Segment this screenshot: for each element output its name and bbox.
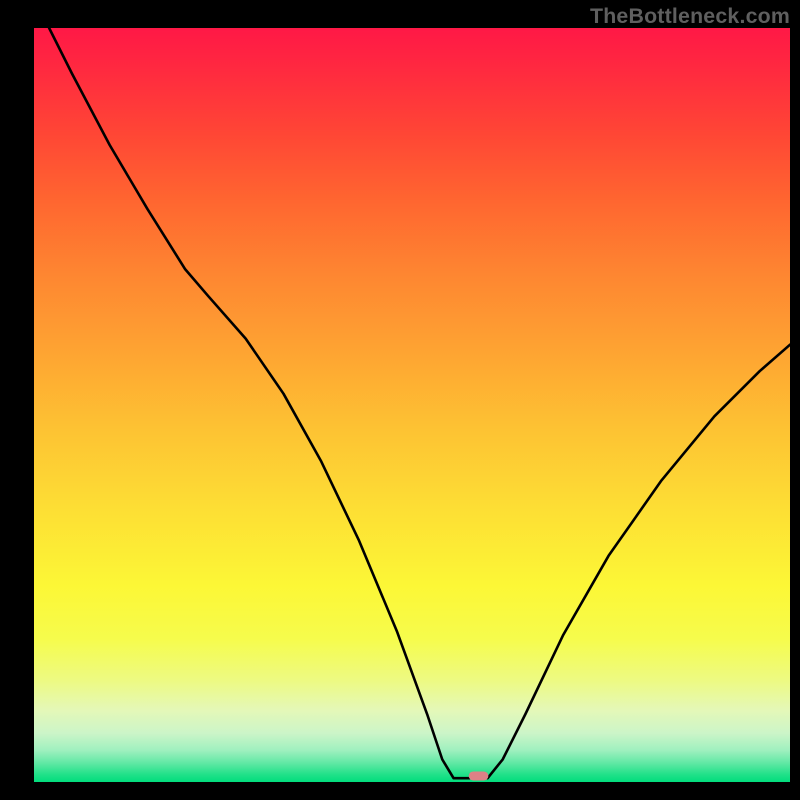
chart-root: TheBottleneck.com (0, 0, 800, 800)
watermark-text: TheBottleneck.com (590, 4, 790, 29)
bottleneck-marker (469, 771, 489, 780)
chart-svg (0, 0, 800, 800)
